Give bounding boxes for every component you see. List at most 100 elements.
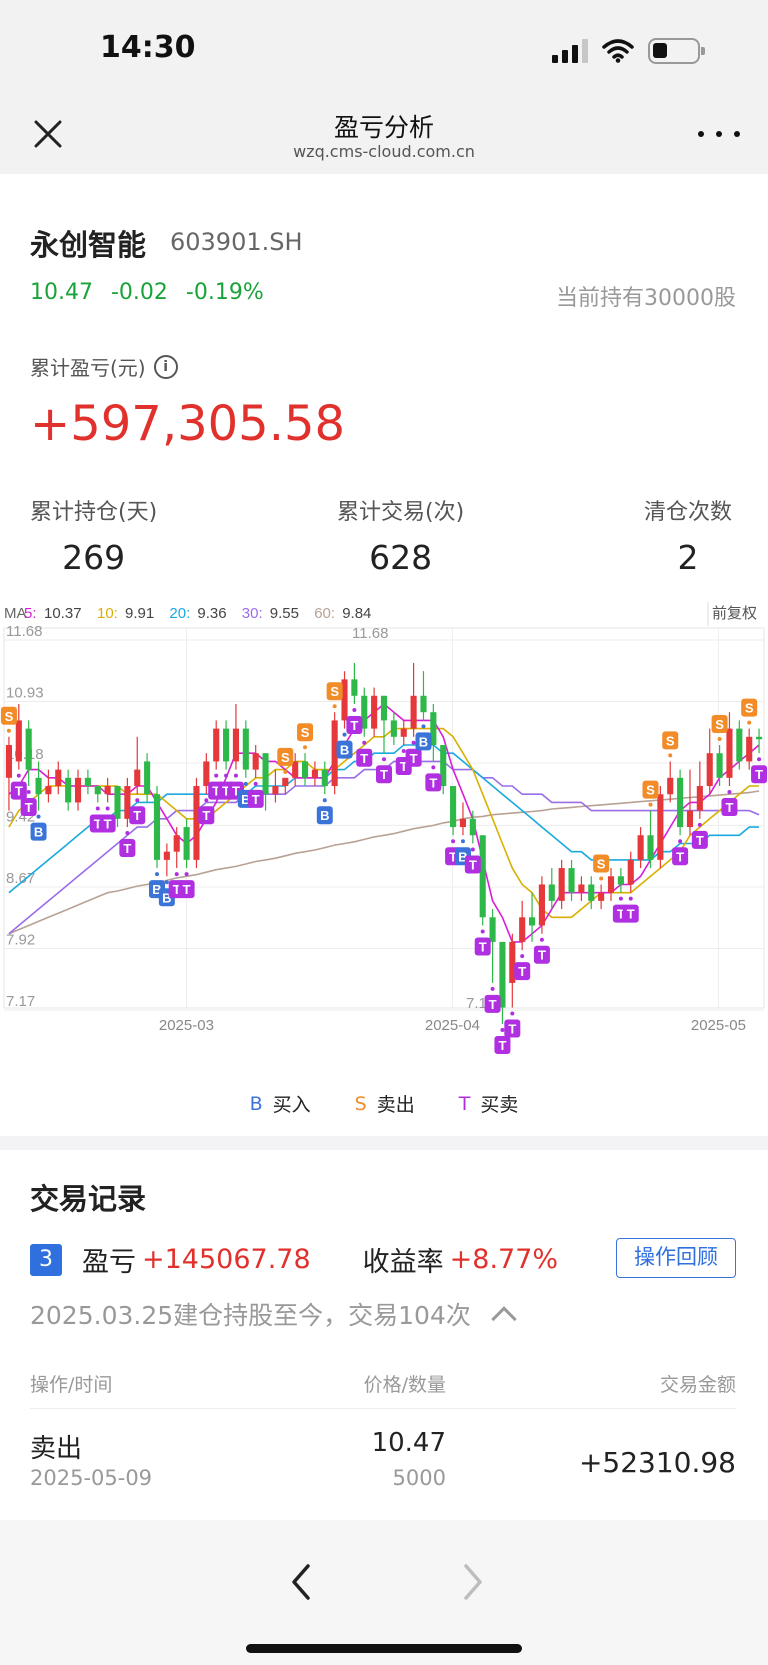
trade-marker-t bbox=[691, 830, 708, 849]
legend-letter: S bbox=[354, 1092, 367, 1115]
trade-marker-t bbox=[474, 937, 491, 956]
marker-dot bbox=[154, 872, 159, 877]
candle-body bbox=[716, 753, 723, 778]
trade-marker-t bbox=[514, 962, 531, 981]
trade-marker-t bbox=[198, 806, 215, 825]
trade-marker-letter: T bbox=[627, 907, 635, 922]
candle-body bbox=[282, 777, 289, 787]
legend-label: 买入 bbox=[272, 1094, 311, 1116]
row-op: 卖出 bbox=[30, 1434, 83, 1464]
trade-marker-s bbox=[277, 747, 294, 766]
candle-body bbox=[232, 728, 240, 762]
candle-body bbox=[84, 777, 91, 787]
trade-marker-s bbox=[642, 780, 659, 799]
candle-body bbox=[321, 769, 328, 787]
trade-marker-t bbox=[425, 773, 442, 792]
back-arrow-icon[interactable] bbox=[284, 1562, 318, 1602]
table-row[interactable]: 卖出 2025-05-09 10.47 5000 +52310.98 bbox=[30, 1428, 736, 1498]
candle-body bbox=[528, 917, 536, 926]
pnl-label-row: 累计盈亏(元) i bbox=[30, 352, 178, 381]
trade-marker-letter: T bbox=[173, 882, 181, 897]
ma-legend-value: 9.55 bbox=[270, 605, 299, 622]
info-icon[interactable]: i bbox=[153, 354, 178, 379]
marker-dot bbox=[599, 876, 604, 881]
y-tick-label: 10.93 bbox=[6, 685, 44, 702]
ma-legend-value: 9.84 bbox=[342, 605, 371, 622]
candle-body bbox=[588, 884, 595, 901]
marker-dot bbox=[382, 757, 386, 762]
candle-body bbox=[203, 761, 210, 787]
stat-trade-count: 累计交易(次) 628 bbox=[337, 494, 464, 577]
trade-marker-letter: T bbox=[755, 767, 763, 782]
holding-info: 当前持有30000股 bbox=[556, 286, 736, 311]
stock-change: -0.02 bbox=[110, 280, 168, 305]
header-amount: 交易金额 bbox=[659, 1374, 736, 1396]
candle-body bbox=[489, 917, 496, 942]
legend-sell: S 卖出 bbox=[355, 1090, 415, 1117]
trade-marker-s bbox=[326, 682, 343, 701]
trade-marker-t bbox=[721, 798, 738, 817]
review-button[interactable]: 操作回顾 bbox=[616, 1238, 736, 1278]
candle-body bbox=[45, 786, 52, 795]
legend-trade: T 买卖 bbox=[459, 1090, 519, 1117]
trade-marker-letter: T bbox=[350, 718, 358, 733]
marker-dot bbox=[95, 806, 100, 811]
ma-legend-key: MA bbox=[4, 605, 27, 622]
y-tick-label: 7.92 bbox=[6, 931, 35, 948]
record-rate-value: +8.77% bbox=[449, 1244, 559, 1275]
marker-dot bbox=[431, 765, 436, 770]
trade-marker-letter: T bbox=[104, 816, 112, 831]
price-row: 10.47 -0.02 -0.19% bbox=[30, 280, 264, 305]
marker-dot bbox=[668, 753, 673, 758]
candle-body bbox=[420, 695, 427, 713]
ma10-line bbox=[8, 727, 760, 919]
more-icon[interactable] bbox=[698, 122, 740, 146]
trade-marker-letter: T bbox=[498, 1038, 506, 1053]
marker-dot bbox=[135, 798, 140, 803]
candle-body bbox=[55, 769, 62, 787]
trade-marker-letter: T bbox=[676, 849, 684, 864]
trade-marker-letter: T bbox=[202, 808, 210, 823]
record-pnl-value: +145067.78 bbox=[142, 1244, 311, 1275]
candle-body bbox=[252, 753, 259, 770]
trade-marker-letter: T bbox=[518, 964, 526, 979]
row-amount: +52310.98 bbox=[578, 1446, 736, 1479]
trade-marker-letter: T bbox=[123, 841, 131, 856]
marker-dot bbox=[6, 728, 11, 733]
marker-dot bbox=[539, 937, 544, 942]
trade-marker-letter: B bbox=[162, 890, 171, 905]
stats-row: 累计持仓(天) 269 累计交易(次) 628 清仓次数 2 bbox=[0, 494, 768, 577]
trade-marker-letter: T bbox=[212, 784, 220, 799]
kline-chart[interactable]: 11.68 10.93 10.18 9.42 8.67 7.92 7.17 2025-03 20… bbox=[0, 596, 768, 1066]
trade-marker-b bbox=[336, 740, 353, 759]
ma-legend-value: 9.91 bbox=[125, 605, 154, 622]
marker-dot bbox=[717, 737, 722, 742]
marker-dot bbox=[678, 839, 683, 844]
legend-letter: T bbox=[458, 1092, 471, 1115]
trade-marker-t bbox=[247, 789, 264, 808]
candle-body bbox=[341, 679, 348, 721]
record-description[interactable]: 2025.03.25建仓持股至今，交易104次 bbox=[30, 1296, 517, 1332]
marker-dot bbox=[36, 814, 41, 819]
trade-marker-t bbox=[178, 880, 195, 899]
header-op: 操作/时间 bbox=[30, 1374, 113, 1396]
stat-value: 2 bbox=[677, 538, 699, 577]
trade-marker-s bbox=[593, 854, 610, 873]
close-icon[interactable] bbox=[30, 116, 66, 152]
trade-marker-letter: T bbox=[508, 1022, 516, 1037]
candle-body bbox=[292, 761, 299, 778]
trade-marker-letter: B bbox=[320, 808, 329, 823]
marker-dot bbox=[174, 872, 179, 877]
row-price: 10.47 bbox=[371, 1428, 446, 1458]
chevron-up-icon[interactable] bbox=[491, 1306, 517, 1332]
marker-dot bbox=[352, 707, 357, 712]
marker-dot bbox=[184, 872, 189, 877]
ma-legend-key: 20: bbox=[169, 605, 190, 622]
marker-dot bbox=[253, 781, 258, 786]
trade-marker-letter: B bbox=[458, 849, 467, 864]
forward-arrow-icon[interactable] bbox=[456, 1562, 490, 1602]
ma-legend-value: 9.36 bbox=[197, 605, 226, 622]
stock-code: 603901.SH bbox=[170, 228, 303, 256]
record-index-badge: 3 bbox=[30, 1243, 62, 1276]
marker-dot bbox=[224, 773, 229, 778]
